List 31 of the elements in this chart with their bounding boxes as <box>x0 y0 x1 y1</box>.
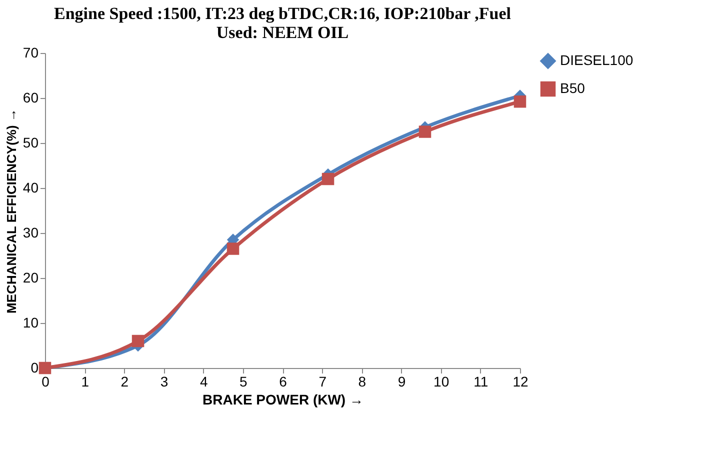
legend-label: DIESEL100 <box>560 52 634 68</box>
point <box>514 95 526 108</box>
x-tick-label: 1 <box>81 374 90 390</box>
x-tick-label: 4 <box>200 374 208 390</box>
x-tick-label: 8 <box>358 374 366 390</box>
x-tick-label: 10 <box>434 374 450 390</box>
y-axis-title: MECHANICAL EFFICIENCY(%) → <box>4 108 19 314</box>
x-tick-label: 7 <box>318 374 327 390</box>
y-tick-label: 40 <box>22 180 39 196</box>
y-tick-label: 10 <box>22 314 39 330</box>
y-tick-label: 60 <box>22 90 39 106</box>
x-tick-label: 11 <box>474 374 488 390</box>
x-tick-label: 9 <box>398 374 406 390</box>
x-tick-label: 0 <box>42 374 50 390</box>
chart-title: Engine Speed :1500, IT:23 deg bTDC,CR:16, IOP:210bar ,Fuel Used: NEEM OIL <box>54 4 512 42</box>
x-tick-label: 6 <box>279 374 288 390</box>
point <box>132 334 144 348</box>
x-axis-title: BRAKE POWER (KW) → <box>202 392 364 408</box>
point <box>418 126 432 138</box>
y-tick-label: 30 <box>22 224 39 240</box>
x-tick-label: 5 <box>240 374 248 390</box>
y-tick-label: 50 <box>22 134 39 150</box>
legend-label: B50 <box>560 80 586 96</box>
point <box>226 242 240 255</box>
y-tick-label: 0 <box>30 360 39 376</box>
x-tick-label: 2 <box>120 374 129 390</box>
point <box>322 172 334 186</box>
x-tick-label: 12 <box>512 374 528 390</box>
y-tick-label: 70 <box>22 44 39 60</box>
x-tick-label: 3 <box>160 374 168 390</box>
y-tick-label: 20 <box>22 270 39 286</box>
